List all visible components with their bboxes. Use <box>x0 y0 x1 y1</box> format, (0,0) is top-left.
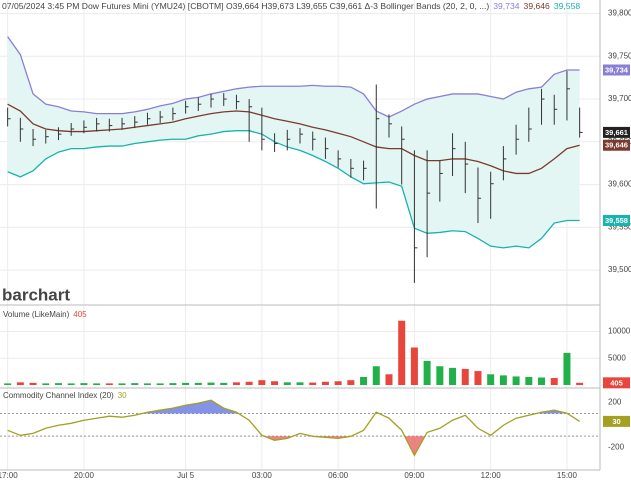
x-tick-label: 06:00 <box>328 471 349 480</box>
volume-bar <box>334 381 342 385</box>
price-tag-label: 30 <box>612 417 620 426</box>
x-tick-label: 03:00 <box>252 471 273 480</box>
price-tag-label: 39,661 <box>605 128 628 137</box>
price-tag-label: 39,646 <box>605 141 628 150</box>
band-line <box>7 103 580 175</box>
volume-bar <box>131 383 139 385</box>
volume-bar <box>29 382 37 385</box>
volume-bar <box>372 366 380 385</box>
cci-title: Commodity Channel Index (20) 30 <box>3 391 127 400</box>
volume-bar <box>283 382 291 385</box>
volume-bar <box>398 320 406 385</box>
volume-bar <box>525 376 533 385</box>
volume-bar <box>347 380 355 385</box>
chart-title: 07/05/2024 3:45 PM Dow Futures Mini (YMU… <box>2 1 489 11</box>
price-tag <box>603 64 630 76</box>
volume-bar <box>474 371 482 385</box>
price-tag <box>603 415 630 427</box>
volume-bar <box>42 383 50 385</box>
x-tick-label: 20:00 <box>74 471 95 480</box>
y-tick-label: 39,750 <box>608 51 631 60</box>
volume-bar <box>4 383 12 385</box>
volume-bar <box>436 366 444 385</box>
price-tag-label: 39,558 <box>605 216 628 225</box>
price-tag <box>603 377 630 389</box>
pane-title: Volume (LikeMain) <box>3 310 70 319</box>
volume-bar <box>309 382 317 385</box>
pane-value: 405 <box>73 310 87 319</box>
x-tick-label: 09:00 <box>404 471 425 480</box>
header-value: 39,734 <box>493 1 520 11</box>
volume-bar <box>207 382 215 385</box>
x-tick-label: Jul 5 <box>177 471 194 480</box>
band-fill <box>7 36 580 248</box>
volume-bar <box>182 382 190 385</box>
volume-bar <box>410 347 418 385</box>
volume-bar <box>220 382 228 385</box>
y-tick-label: -200 <box>608 443 625 452</box>
volume-bar <box>512 376 520 385</box>
volume-bar <box>271 381 279 385</box>
volume-title: Volume (LikeMain) 405 <box>3 310 87 319</box>
volume-bar <box>16 382 24 385</box>
volume-bar <box>423 360 431 385</box>
volume-bar <box>245 381 253 385</box>
volume-bar <box>54 383 62 385</box>
volume-bar <box>143 383 151 385</box>
y-tick-label: 200 <box>608 397 622 406</box>
volume-bar <box>538 377 546 385</box>
header-value: 39,558 <box>554 1 581 11</box>
volume-bar <box>449 367 457 385</box>
price-tag-label: 405 <box>610 378 623 387</box>
volume-bar <box>461 368 469 385</box>
y-tick-label: 39,500 <box>608 265 631 274</box>
volume-bar <box>576 382 584 385</box>
volume-bar <box>550 378 558 385</box>
price-tag <box>603 126 630 138</box>
volume-bar <box>296 382 304 385</box>
y-tick-label: 39,600 <box>608 180 631 189</box>
volume-bar <box>156 383 164 385</box>
pane-value: 30 <box>118 391 127 400</box>
header-value: 39,646 <box>524 1 551 11</box>
volume-bar <box>258 380 266 385</box>
x-tick-label: 17:00 <box>0 471 18 480</box>
price-tag <box>603 214 630 226</box>
x-tick-label: 12:00 <box>481 471 502 480</box>
price-tag-label: 39,734 <box>605 65 629 74</box>
x-tick-label: 15:00 <box>557 471 578 480</box>
volume-bar <box>360 376 368 385</box>
price-tag <box>603 139 630 151</box>
volume-bar <box>118 383 126 385</box>
y-tick-label: 39,700 <box>608 94 631 103</box>
volume-bar <box>93 383 101 385</box>
y-tick-label: 39,800 <box>608 9 631 18</box>
volume-bar <box>67 383 75 385</box>
pane-title: Commodity Channel Index (20) <box>3 391 114 400</box>
cci-line <box>7 399 581 457</box>
volume-bar <box>169 383 177 385</box>
plot-layer: 17:00 20:00 Jul 5 03:00 06:00 09:00 12:00 15:00… <box>0 9 631 480</box>
volume-bar <box>194 382 202 385</box>
y-tick-label: 39,550 <box>608 222 631 231</box>
volume-bar <box>487 374 495 385</box>
volume-bar <box>232 382 240 385</box>
volume-bar <box>80 383 88 385</box>
header: 07/05/2024 3:45 PM Dow Futures Mini (YMU… <box>2 1 580 11</box>
volume-bar <box>499 375 507 385</box>
band-line <box>7 130 580 249</box>
volume-bar <box>321 381 329 385</box>
y-tick-label: 10000 <box>608 327 631 336</box>
volume-bar <box>105 383 113 385</box>
watermark: barchart <box>2 285 70 304</box>
y-tick-label: 5000 <box>608 353 626 362</box>
volume-bar <box>563 352 571 385</box>
band-line <box>7 36 580 118</box>
volume-bar <box>385 374 393 385</box>
